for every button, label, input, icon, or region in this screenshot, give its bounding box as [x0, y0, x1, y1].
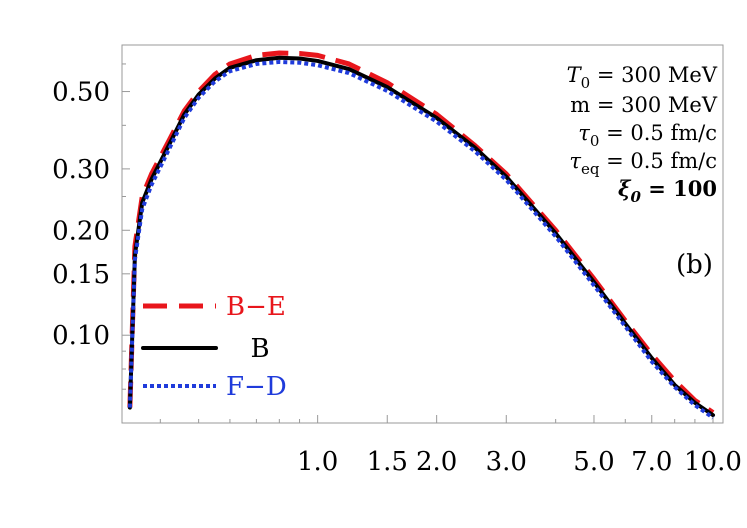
panel-label: (b) — [676, 250, 713, 280]
y-tick-label: 0.10 — [52, 321, 110, 351]
x-tick-label: 3.0 — [486, 447, 527, 477]
x-tick-label: 7.0 — [631, 447, 672, 477]
annotation-line: T0 = 300 MeV — [567, 63, 718, 92]
y-tick-label: 0.30 — [52, 155, 110, 185]
legend-label: F−D — [226, 372, 287, 402]
x-tick-label: 2.0 — [416, 447, 457, 477]
plot-frame — [121, 44, 724, 424]
x-tick-label: 5.0 — [573, 447, 614, 477]
annotation-line: τeq = 0.5 fm/c — [569, 149, 717, 178]
series-layer — [127, 50, 715, 420]
x-tick-label: 10.0 — [684, 447, 742, 477]
y-tick-label: 0.15 — [52, 260, 110, 290]
y-axis-ticks: 0.10 0.15 0.20 0.30 0.50 — [52, 63, 130, 390]
x-tick-label: 1.0 — [297, 447, 338, 477]
annotation-line: ξ0 = 100 — [618, 176, 717, 206]
annotation-line: m = 300 MeV — [570, 93, 718, 117]
y-tick-label: 0.20 — [52, 216, 110, 246]
y-tick-label: 0.50 — [52, 78, 110, 108]
annotation-line: τ0 = 0.5 fm/c — [578, 121, 717, 150]
x-tick-label: 1.5 — [367, 447, 408, 477]
legend-label: B−E — [226, 292, 286, 322]
x-axis-ticks: 1.0 1.5 2.0 3.0 5.0 7.0 10.0 — [159, 415, 742, 477]
legend-label: B — [250, 334, 269, 364]
legend: B−E B F−D — [141, 292, 287, 402]
